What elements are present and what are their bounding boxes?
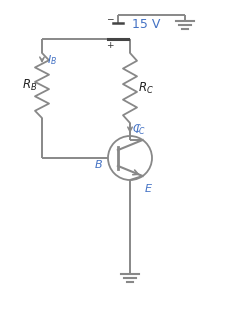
Text: $B$: $B$: [94, 158, 103, 170]
Text: $C$: $C$: [132, 122, 142, 134]
Text: $-$: $-$: [106, 13, 114, 22]
Text: $+$: $+$: [106, 40, 114, 50]
Text: $R_C$: $R_C$: [138, 80, 154, 95]
Text: $E$: $E$: [144, 182, 153, 194]
Text: $I_B$: $I_B$: [47, 53, 57, 67]
Text: 15 V: 15 V: [132, 18, 160, 32]
Text: $R_B$: $R_B$: [22, 78, 37, 93]
Text: $I_C$: $I_C$: [135, 123, 146, 137]
